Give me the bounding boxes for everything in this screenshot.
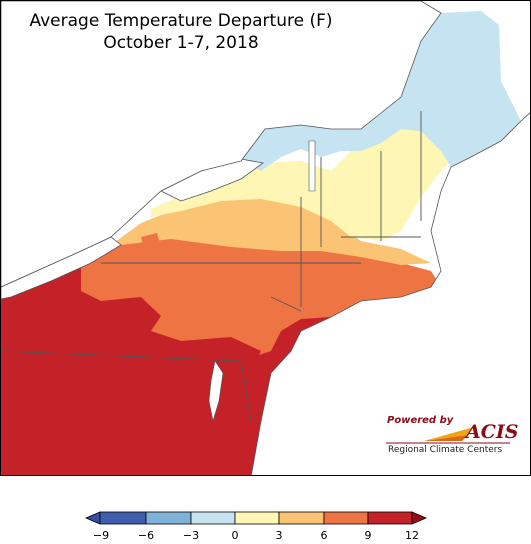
region-pale-yellow xyxy=(151,111,461,241)
legend-tick-6: 6 xyxy=(320,529,328,542)
canada-region xyxy=(1,1,442,288)
legend-under-arrow xyxy=(84,511,101,525)
powered-by-label: Powered by xyxy=(387,415,454,426)
legend-over-arrow xyxy=(411,511,428,525)
acis-swoosh-icon xyxy=(386,427,510,444)
legend-bin-2 xyxy=(145,511,192,525)
legend-colorbar xyxy=(84,511,428,525)
legend-bin-7 xyxy=(367,511,413,525)
legend-tick-2: −6 xyxy=(137,529,155,542)
legend-tick-8: 12 xyxy=(405,529,419,542)
legend-tick-7: 9 xyxy=(364,529,372,542)
region-orange-red xyxy=(81,233,441,361)
map-title-line-1: Average Temperature Departure (F) xyxy=(29,11,333,31)
state-boundaries xyxy=(1,111,422,422)
blob-orange-1 xyxy=(141,233,161,251)
legend-bin-4 xyxy=(234,511,280,525)
acis-logo-text: ACIS xyxy=(466,421,519,443)
legend-bin-3 xyxy=(190,511,236,525)
region-light-orange xyxy=(111,195,431,265)
map-frame: Average Temperature Departure (F) Octobe… xyxy=(0,0,531,476)
legend-tick-3: −3 xyxy=(182,529,200,542)
temperature-departure-map xyxy=(1,1,530,475)
legend-tick-5: 3 xyxy=(275,529,283,542)
legend-tick-1: −9 xyxy=(92,529,110,542)
region-light-blue xyxy=(241,11,521,171)
color-legend: −9 −6 −3 0 3 6 9 12 xyxy=(0,476,531,544)
blob-red-1 xyxy=(101,297,161,331)
acis-logo: Powered by ACIS Regional Climate Centers xyxy=(384,413,518,458)
legend-bin-6 xyxy=(323,511,369,525)
atlantic-ocean xyxy=(250,112,530,475)
legend-tick-4: 0 xyxy=(231,529,239,542)
lake-champlain xyxy=(308,140,316,192)
legend-bin-1 xyxy=(99,511,147,525)
acis-subtitle: Regional Climate Centers xyxy=(388,445,503,455)
chesapeake-bay xyxy=(208,360,224,422)
map-title-line-2: October 1-7, 2018 xyxy=(103,33,259,53)
legend-bin-5 xyxy=(278,511,325,525)
